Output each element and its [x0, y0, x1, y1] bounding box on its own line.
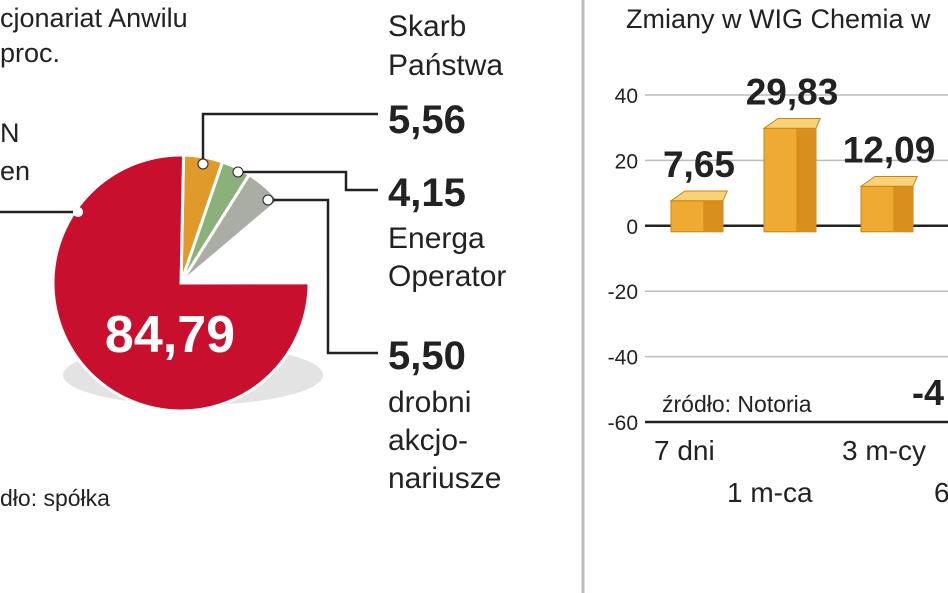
pie-title-line1: cjonariat Anwilu: [0, 3, 188, 33]
y-tick-label: -60: [608, 412, 638, 435]
slice-label-drobni-line3: nariusze: [388, 462, 501, 495]
y-tick-label: 0: [626, 216, 638, 239]
y-tick-label: -20: [608, 281, 638, 304]
slice-label-energa-line2: Operator: [388, 260, 506, 293]
pie-main-label-line2: en: [0, 156, 30, 186]
x-label-row1-a: 7 dni: [654, 435, 715, 466]
slice-main: [51, 153, 311, 413]
slice-leader-drobni: [268, 198, 378, 355]
bar-partial-value: -4: [912, 372, 944, 413]
slice-value-drobni: 5,50: [388, 334, 466, 378]
x-label-row1-b: 3 m-cy: [842, 435, 926, 466]
bar-top-2: [762, 117, 821, 129]
bar-top-3: [859, 175, 918, 187]
bar-side-1: [703, 200, 723, 232]
x-label-row2-b: 6: [934, 477, 948, 508]
slice-label-drobni-line1: drobni: [388, 386, 471, 419]
x-label-row2-a: 1 m-ca: [727, 477, 813, 508]
slice-label-skarb-line1: Skarb: [388, 10, 466, 43]
y-tick-label: 20: [615, 150, 638, 173]
bar-value-label-2: 29,83: [746, 71, 839, 112]
y-tick-label: 40: [615, 85, 638, 108]
bar-value-label-1: 7,65: [663, 144, 735, 185]
slice-leader-skarb: [201, 112, 378, 164]
pie-main-label-line1: N: [0, 118, 20, 148]
slice-leader-dot-skarb: [197, 158, 209, 170]
pie-chart: cjonariat Anwilu proc. N en 84,79 Skarb …: [0, 3, 506, 511]
bar-chart: Zmiany w WIG Chemia w 40 20 0 -20 -40 -60 7,6…: [608, 4, 948, 508]
bar-value-label-3: 12,09: [843, 129, 936, 170]
slice-leader-energa: [238, 170, 378, 192]
slice-leader-dot-energa: [232, 166, 244, 178]
slice-value-skarb: 5,56: [388, 98, 466, 142]
bar-source: źródło: Notoria: [662, 391, 812, 417]
pie-title-line2: proc.: [0, 38, 60, 68]
pie-main-value: 84,79: [105, 306, 235, 364]
bar-side-3: [893, 186, 913, 232]
y-tick-label: -40: [608, 347, 638, 370]
slice-label-skarb-line2: Państwa: [388, 49, 503, 82]
slice-label-drobni-line2: akcjo-: [388, 424, 468, 457]
bar-top-1: [669, 190, 728, 202]
slice-leader-dot-drobni: [262, 194, 274, 206]
bar-side-2: [796, 128, 816, 232]
slice-label-energa-line1: Energa: [388, 222, 485, 255]
pie-main-leader-dot: [73, 207, 83, 217]
pie-source: dło: spółka: [0, 485, 110, 511]
bar-title: Zmiany w WIG Chemia w: [626, 4, 931, 34]
slice-value-energa: 4,15: [388, 171, 466, 215]
